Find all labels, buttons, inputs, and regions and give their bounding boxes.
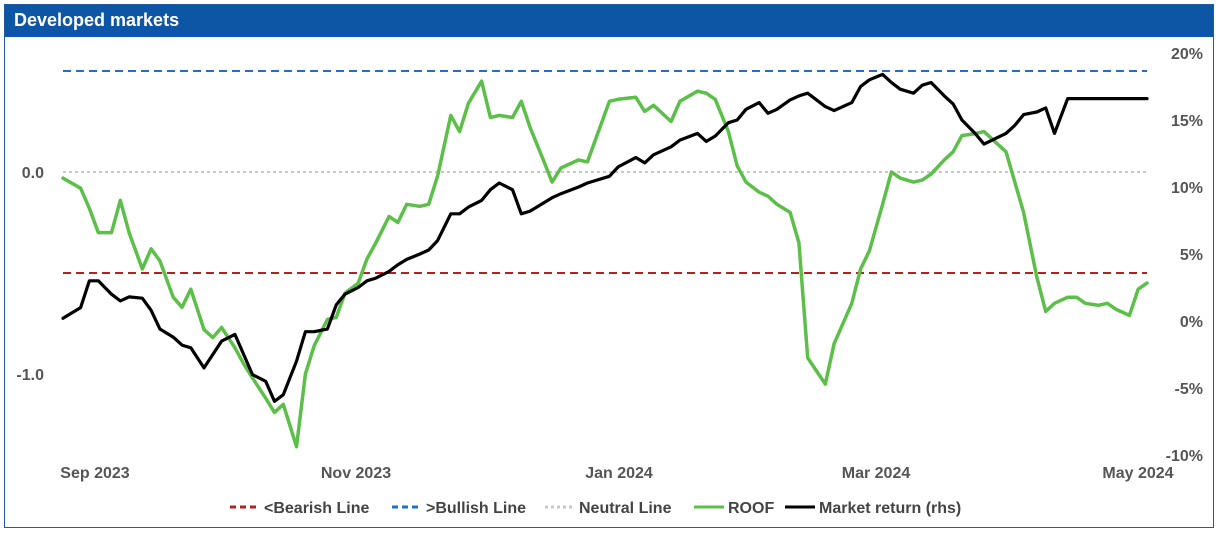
right-tick-label: -10% (1166, 448, 1203, 465)
legend-item-bullish: >Bullish Line (392, 500, 526, 517)
x-tick-label: Sep 2023 (60, 465, 129, 482)
series-market-return-line (61, 72, 1149, 403)
right-tick-label: -5% (1175, 381, 1203, 398)
legend-item-bearish: <Bearish Line (230, 500, 369, 517)
right-axis-ticks: 20% 15% 10% 5% 0% -5% -10% (1166, 46, 1203, 465)
left-axis-ticks: 0.0 -1.0 (16, 165, 44, 384)
x-tick-label: Jan 2024 (585, 465, 653, 482)
legend-label-roof: ROOF (728, 500, 774, 517)
right-tick-label: 0% (1180, 314, 1203, 331)
series-roof-line (61, 79, 1149, 449)
reference-lines (63, 70, 1147, 274)
right-tick-label: 5% (1180, 247, 1203, 264)
legend-label-bearish: <Bearish Line (264, 500, 369, 517)
series-lines (61, 72, 1149, 449)
legend-label-market-return: Market return (rhs) (819, 500, 961, 517)
legend-item-market-return: Market return (rhs) (785, 500, 961, 517)
legend-label-bullish: >Bullish Line (426, 500, 526, 517)
legend-item-neutral: Neutral Line (545, 500, 672, 517)
legend: <Bearish Line >Bullish Line Neutral Line RO… (230, 500, 961, 517)
x-axis-ticks: Sep 2023 Nov 2023 Jan 2024 Mar 2024 May 2024 (60, 465, 1173, 482)
legend-item-roof: ROOF (694, 500, 774, 517)
left-tick-label: -1.0 (16, 367, 44, 384)
chart-frame: Developed markets (4, 4, 1214, 528)
x-tick-label: Nov 2023 (321, 465, 391, 482)
legend-label-neutral: Neutral Line (579, 500, 672, 517)
x-tick-label: Mar 2024 (842, 465, 911, 482)
title-bar: Developed markets (5, 5, 1213, 37)
right-tick-label: 20% (1171, 46, 1203, 63)
right-tick-label: 10% (1171, 180, 1203, 197)
right-tick-label: 15% (1171, 113, 1203, 130)
x-tick-label: May 2024 (1102, 465, 1173, 482)
left-tick-label: 0.0 (22, 165, 44, 182)
chart-title: Developed markets (14, 10, 180, 30)
